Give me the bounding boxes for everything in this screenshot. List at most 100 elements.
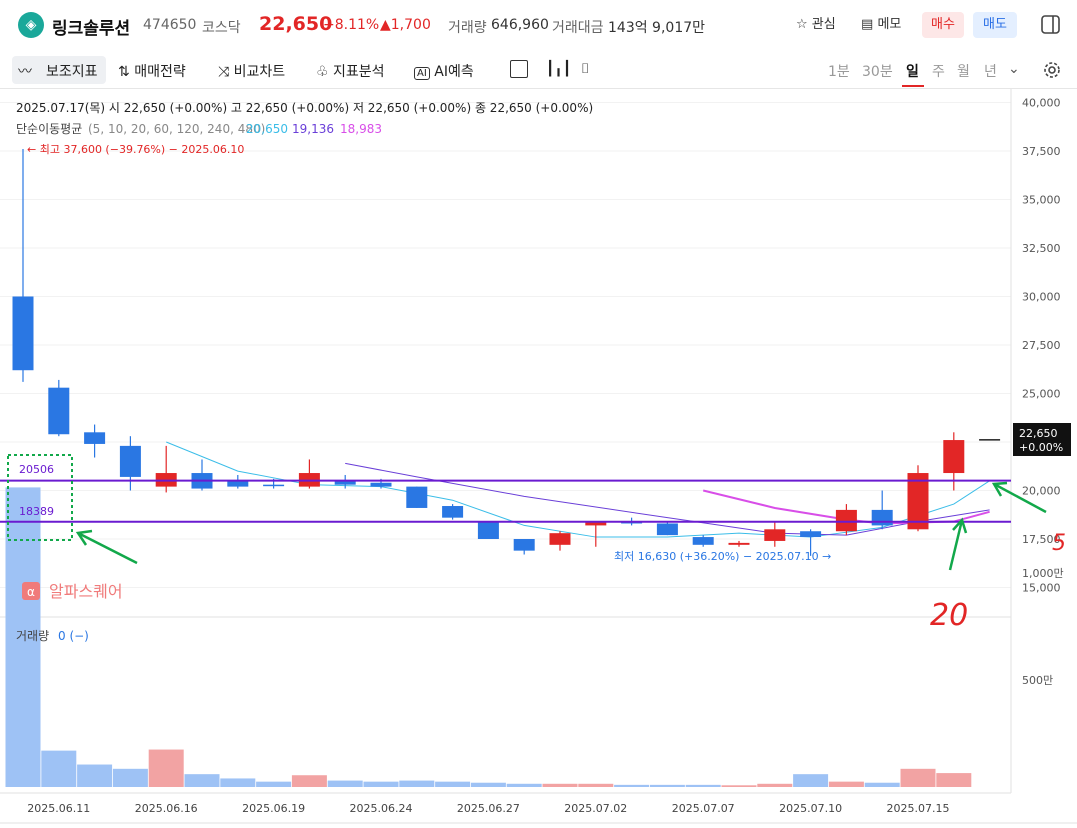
period-selected-underline <box>902 85 924 87</box>
strategy-label: 매매전략 <box>134 64 186 80</box>
volume-bar <box>77 764 113 787</box>
buy-button[interactable]: 매수 <box>922 12 964 38</box>
handwritten-20: 20 <box>930 598 968 633</box>
box-upper-value: 20506 <box>19 463 54 476</box>
candle-body <box>119 445 141 477</box>
chart-grid <box>0 102 1011 588</box>
compare-button[interactable]: ⤨ 비교차트 <box>218 61 285 81</box>
volume-bar <box>828 781 864 787</box>
chevron-down-icon[interactable]: ⌄ <box>1008 61 1020 77</box>
date-axis-ticks: 2025.06.11 2025.06.16 2025.06.19 2025.06.24… <box>27 802 949 815</box>
camera-icon[interactable]: ⌷ <box>581 61 590 77</box>
price-axis-ticks: 15,00017,50020,00022,50025,00027,50030,0… <box>1022 97 1061 595</box>
price-tick-label: 30,000 <box>1022 291 1061 304</box>
high-annotation: ← 최고 37,600 (−39.76%) − 2025.06.10 <box>27 143 244 156</box>
watch-label: 관심 <box>811 17 836 32</box>
candlesticks <box>12 149 1001 556</box>
period-month[interactable]: 월 <box>957 64 970 80</box>
current-price-tag <box>1013 423 1071 456</box>
ma-label: 단순이동평균 <box>16 122 82 136</box>
volume-bar <box>721 785 757 787</box>
ai-predict-button[interactable]: AI AI예측 <box>414 61 474 81</box>
change-percent: +8.11% <box>323 17 380 33</box>
volume-bar <box>542 783 578 787</box>
chart-toolbar: 〰 보조지표 ⇅ 매매전략 ⤨ 비교차트 ♧ 지표분석 AI AI예측 ┃╻┃ … <box>0 52 1077 89</box>
strategy-button[interactable]: ⇅ 매매전략 <box>118 61 186 81</box>
memo-icon: ▤ <box>861 17 874 32</box>
annotation-box <box>7 454 73 541</box>
date-tick-label: 2025.06.24 <box>350 802 413 815</box>
ma20-value: 18,983 <box>340 122 382 136</box>
price-tick-label: 32,500 <box>1022 242 1061 255</box>
star-icon: ☆ <box>796 17 808 32</box>
price-chart[interactable]: 15,00017,50020,00022,50025,00027,50030,0… <box>0 89 1077 828</box>
panel-toggle-icon[interactable] <box>1041 15 1061 35</box>
price-tick-label: 35,000 <box>1022 194 1061 207</box>
price-tick-label: 37,500 <box>1022 145 1061 158</box>
date-tick-label: 2025.06.19 <box>242 802 305 815</box>
volume-bar <box>936 773 972 787</box>
ohlc-info: 2025.07.17(목) 시 22,650 (+0.00%) 고 22,650… <box>16 101 593 115</box>
price-tick-label: 17,500 <box>1022 533 1061 546</box>
candle-body <box>728 542 750 545</box>
period-year[interactable]: 년 <box>984 64 997 80</box>
candle-body <box>263 484 285 487</box>
period-1min[interactable]: 1분 <box>828 64 850 80</box>
date-tick-label: 2025.07.15 <box>887 802 950 815</box>
volume-bar <box>112 768 148 787</box>
analysis-button[interactable]: ♧ 지표분석 <box>316 61 385 81</box>
low-annotation: 최저 16,630 (+36.20%) − 2025.07.10 → <box>614 550 831 563</box>
stock-header: ◈ 링크솔루션 474650 코스닥 22,650 +8.11% ▲1,700 … <box>0 0 1077 53</box>
volume-value: 646,960 <box>491 17 549 33</box>
date-tick-label: 2025.06.27 <box>457 802 520 815</box>
green-arrow-right <box>991 481 1047 514</box>
indicator-button[interactable]: 〰 보조지표 <box>12 56 106 84</box>
alphasquare-logo-icon <box>22 582 40 600</box>
stock-name[interactable]: 링크솔루션 <box>52 19 131 39</box>
date-tick-label: 2025.06.11 <box>27 802 90 815</box>
volume-legend-value: 0 (−) <box>58 629 89 643</box>
strategy-icon: ⇅ <box>118 64 130 80</box>
price-tick-label: 40,000 <box>1022 97 1061 110</box>
date-tick-label: 2025.07.07 <box>672 802 735 815</box>
alphasquare-logo-glyph: α <box>27 585 35 599</box>
amount-label: 거래대금 <box>552 20 604 36</box>
volume-bar <box>614 784 650 787</box>
analysis-icon: ♧ <box>316 64 329 80</box>
candle-body <box>48 387 70 435</box>
candle-body <box>84 432 106 444</box>
volume-bar <box>506 783 542 787</box>
ai-label: AI예측 <box>434 64 474 80</box>
date-tick-label: 2025.07.10 <box>779 802 842 815</box>
settings-gear-icon[interactable] <box>1041 59 1063 81</box>
volume-bar <box>435 781 471 787</box>
period-30min[interactable]: 30분 <box>862 64 893 80</box>
watermark: 알파스퀘어 <box>49 582 123 601</box>
price-tick-label: 20,000 <box>1022 485 1061 498</box>
volume-bar <box>649 784 685 787</box>
period-day[interactable]: 일 <box>906 64 919 80</box>
candle-type-icon[interactable]: ┃╻┃ <box>546 61 572 77</box>
ma10-value: 19,136 <box>292 122 334 136</box>
indicator-label: 보조지표 <box>46 64 98 80</box>
candle-body <box>477 521 499 539</box>
indicator-icon: 〰 <box>18 64 32 80</box>
volume-bar <box>291 775 327 787</box>
green-arrow-mid <box>948 517 968 571</box>
horizontal-lines <box>0 479 1011 523</box>
sell-button[interactable]: 매도 <box>973 12 1017 38</box>
volume-bar <box>41 750 77 787</box>
watch-button[interactable]: ☆ 관심 <box>796 13 836 37</box>
box-lower-value: 18389 <box>19 505 54 518</box>
date-tick-label: 2025.07.02 <box>564 802 627 815</box>
volume-bar <box>148 749 184 787</box>
period-week[interactable]: 주 <box>932 64 945 80</box>
volume-bar <box>470 782 506 787</box>
memo-label: 메모 <box>877 17 902 32</box>
candle-body <box>227 480 249 487</box>
memo-button[interactable]: ▤ 메모 <box>861 13 901 37</box>
volume-tick-label: 1,000만 <box>1022 567 1064 580</box>
square-layout-icon[interactable] <box>510 60 528 78</box>
volume-bar <box>793 774 829 787</box>
price-tick-label: 27,500 <box>1022 339 1061 352</box>
